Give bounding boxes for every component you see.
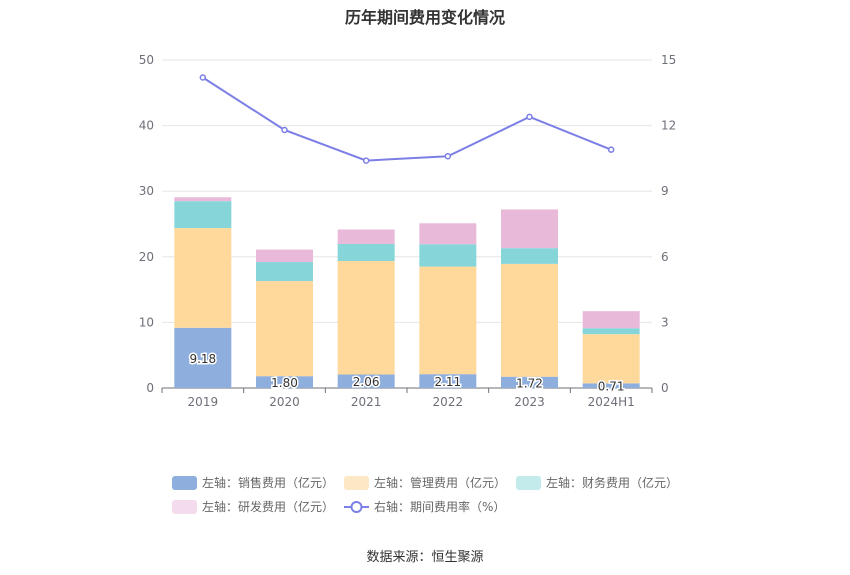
bar-segment xyxy=(501,248,558,264)
expense-rate-point xyxy=(281,126,288,134)
bar-segment xyxy=(337,229,395,244)
bar-segment xyxy=(582,334,640,384)
bar-segment xyxy=(256,281,313,377)
bar-segment xyxy=(337,374,395,388)
legend-swatch-admin xyxy=(344,475,369,490)
chart-title: 历年期间费用变化情况 xyxy=(344,8,505,27)
legend-item-finance[interactable]: 左轴：财务费用（亿元） xyxy=(516,474,678,491)
bar-data-label: 2.06 xyxy=(353,375,380,389)
legend-item-rd[interactable]: 左轴：研发费用（亿元） xyxy=(172,498,334,515)
right-axis-tick-label: 0 xyxy=(661,381,669,395)
bar-segment xyxy=(419,266,477,375)
legend-label-admin: 左轴：管理费用（亿元） xyxy=(374,476,507,490)
legend-swatch-sales xyxy=(172,475,197,490)
bar-segment xyxy=(582,311,640,329)
bar-segment xyxy=(419,374,477,388)
bar-data-label: 1.80 xyxy=(271,376,298,390)
legend-label-sales: 左轴：销售费用（亿元） xyxy=(202,476,335,490)
right-axis-tick-label: 3 xyxy=(661,315,669,329)
expense-rate-point xyxy=(199,74,207,81)
bar-data-label: 2.11 xyxy=(434,375,461,389)
x-axis-tick-label: 2022 xyxy=(433,395,464,409)
bar-segment xyxy=(419,223,477,245)
legend-item-admin[interactable]: 左轴：管理费用（亿元） xyxy=(344,474,506,491)
legend-label-rd: 左轴：研发费用（亿元） xyxy=(202,500,335,514)
bar-data-label: 1.72 xyxy=(516,376,543,390)
x-axis-tick-label: 2020 xyxy=(269,395,300,409)
bar-segment xyxy=(256,262,313,282)
bar-segment xyxy=(256,249,313,263)
bar-segment xyxy=(501,209,558,249)
expense-rate-point xyxy=(607,146,615,153)
expense-rate-point xyxy=(444,152,452,160)
bar-segment xyxy=(501,376,558,388)
right-axis-tick-label: 6 xyxy=(661,250,669,264)
bar-segment xyxy=(582,328,640,335)
right-axis-tick-label: 12 xyxy=(661,119,676,133)
left-axis-tick-label: 30 xyxy=(139,184,154,198)
legend-swatch-expense-rate xyxy=(344,500,369,513)
bar-data-label: 0.71 xyxy=(598,380,625,394)
bar-segment xyxy=(174,201,232,229)
left-axis-tick-label: 50 xyxy=(139,53,154,67)
legend-swatch-finance xyxy=(516,475,541,490)
bar-segment xyxy=(174,197,232,202)
legend-item-expense-rate[interactable]: 右轴：期间费用率（%） xyxy=(344,498,505,515)
left-axis-tick-label: 20 xyxy=(139,250,154,264)
bar-data-label: 9.18 xyxy=(189,352,216,366)
bar-segment xyxy=(419,244,477,267)
bar-segment xyxy=(501,263,558,377)
expense-rate-point xyxy=(362,157,370,164)
x-axis-tick-label: 2024H1 xyxy=(588,395,635,409)
legend-item-sales[interactable]: 左轴：销售费用（亿元） xyxy=(172,474,334,491)
right-axis-tick-label: 9 xyxy=(661,184,669,198)
left-axis-tick-label: 40 xyxy=(139,119,154,133)
left-axis-tick-label: 10 xyxy=(139,315,154,329)
bar-segment xyxy=(174,228,232,328)
legend-swatch-rd xyxy=(172,499,197,514)
x-axis-tick-label: 2019 xyxy=(188,395,219,409)
bar-segment xyxy=(582,383,640,388)
bar-segment xyxy=(174,327,232,388)
bar-segment xyxy=(337,260,395,375)
x-axis-tick-label: 2023 xyxy=(514,395,545,409)
data-source: 数据来源：恒生聚源 xyxy=(366,550,484,565)
bar-segment xyxy=(256,376,313,388)
expense-rate-line xyxy=(202,76,612,162)
right-axis-tick-label: 15 xyxy=(661,53,676,67)
bar-segment xyxy=(337,243,395,261)
expense-rate-point xyxy=(526,113,533,121)
x-axis-tick-label: 2021 xyxy=(351,395,382,409)
legend-label-expense-rate: 右轴：期间费用率（%） xyxy=(374,500,506,514)
legend-label-finance: 左轴：财务费用（亿元） xyxy=(546,476,679,490)
left-axis-tick-label: 0 xyxy=(146,381,154,395)
